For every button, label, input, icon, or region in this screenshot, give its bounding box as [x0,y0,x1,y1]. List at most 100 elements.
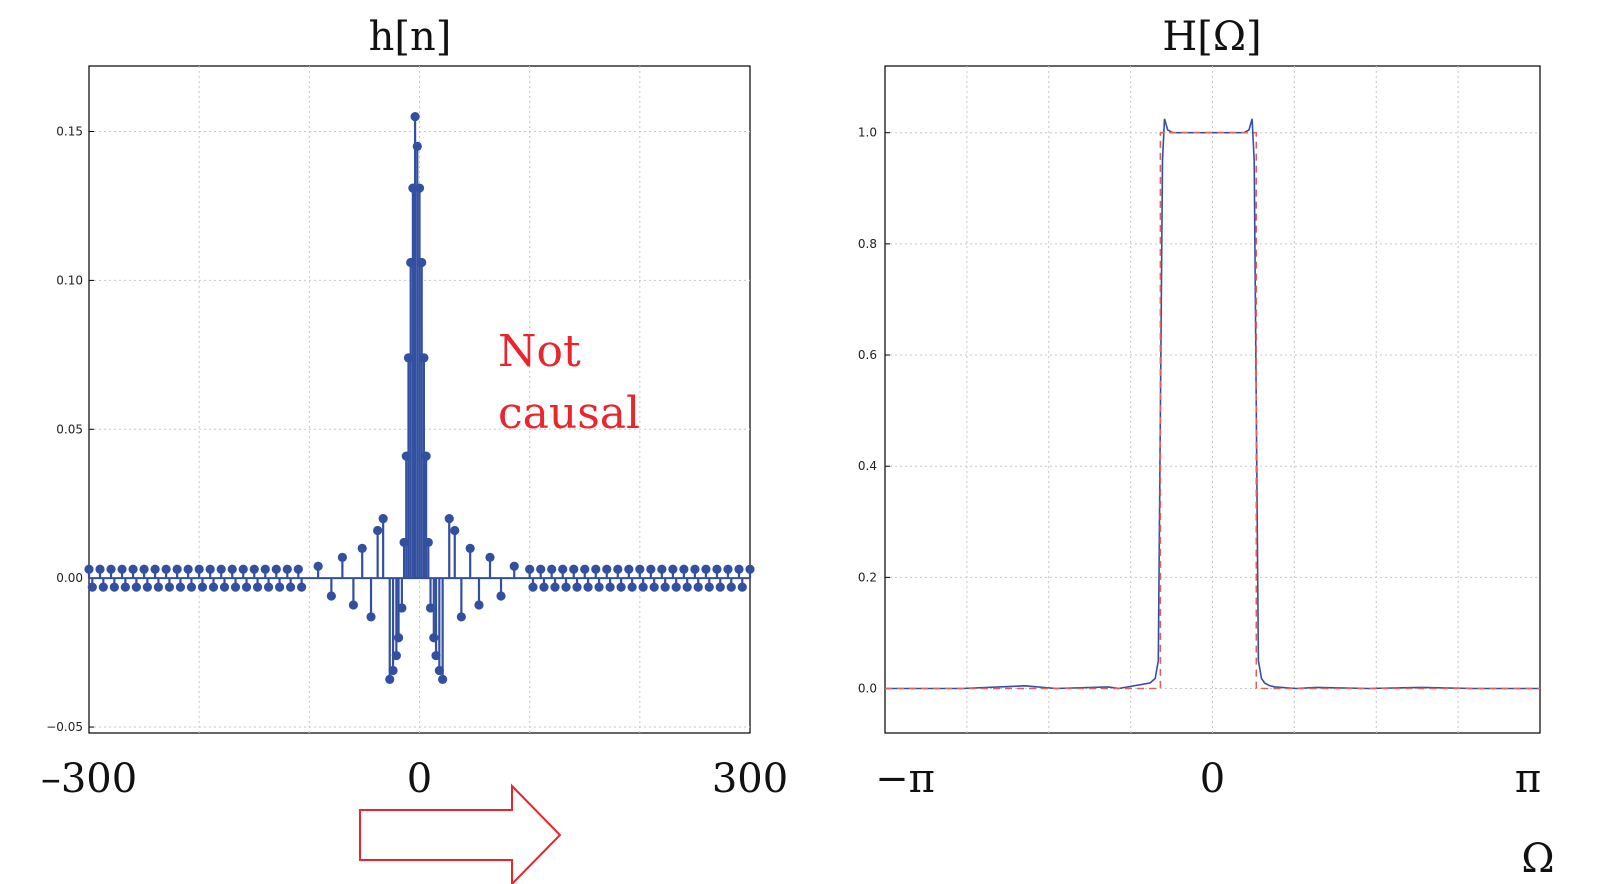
stem-marker-75 [286,582,296,592]
stem-marker-32 [337,552,347,562]
left-y-ticks: 0.15 0.10 0.05 0.00 −0.05 [46,125,94,734]
stem-marker-67 [241,582,252,592]
stem-marker-114 [723,564,733,574]
stem-marker-44 [117,564,127,574]
stem-marker-101 [649,582,659,592]
stem-marker-26 [366,612,376,622]
stem-marker-7 [419,353,429,363]
stem-marker-0 [410,112,420,122]
stem-marker-69 [252,582,263,592]
stem-marker-51 [153,582,164,592]
left-chart-title: h[n] [369,14,452,60]
stem-marker-31 [474,600,484,610]
right-chart-title: H[Ω] [1162,14,1261,60]
stem-marker-20 [385,674,395,685]
stem-marker-94 [613,564,623,574]
stem-marker-5 [417,257,427,268]
stem-marker-21 [438,674,448,685]
stem-marker-112 [712,564,722,574]
stem-marker-45 [120,582,130,592]
stem-marker-107 [682,582,692,592]
stem-marker-6 [403,353,414,363]
frequency-response-chart: H[Ω] 1.0 0.8 0.6 0.4 0.2 0.0 −π 0 π Ω [858,14,1555,882]
stem-marker-97 [627,582,637,592]
stem-marker-68 [249,564,259,574]
annotation-line-1: Not [498,326,581,377]
impulse-stems [84,112,755,685]
left-y-tick-label-1: 0.10 [56,273,83,287]
stem-marker-29 [465,543,475,553]
stem-marker-24 [373,525,383,536]
stem-marker-90 [591,564,601,574]
stem-marker-4 [406,257,416,268]
stem-marker-106 [679,564,689,574]
stem-marker-34 [326,591,336,601]
stem-marker-102 [657,564,667,574]
stem-marker-74 [282,564,292,574]
stem-marker-100 [646,564,656,574]
stem-marker-96 [624,564,634,574]
left-x-tick-label-2: 300 [712,756,788,802]
stem-marker-28 [357,543,367,553]
right-x-ticks: −π 0 π [875,756,1541,802]
stem-marker-91 [594,582,604,592]
stem-marker-52 [161,564,171,574]
left-x-tick-label-1: 0 [407,756,432,802]
stem-marker-53 [164,582,175,592]
stem-marker-73 [274,582,285,592]
stem-marker-87 [572,582,582,592]
stem-marker-104 [668,564,678,574]
stem-marker-33 [485,552,495,562]
stem-marker-80 [536,564,546,574]
stem-marker-86 [569,564,579,574]
stem-marker-55 [175,582,186,592]
stem-marker-62 [216,564,226,574]
stem-marker-61 [208,582,219,592]
stem-marker-57 [186,582,197,592]
stem-marker-71 [263,582,274,592]
stem-marker-38 [84,564,94,574]
stem-marker-79 [528,582,538,592]
right-y-tick-label-0: 1.0 [858,126,877,140]
stem-marker-23 [444,514,454,524]
stem-marker-58 [194,564,204,574]
stem-marker-111 [704,582,714,592]
stem-marker-49 [142,582,152,592]
right-y-tick-label-5: 0.0 [858,682,877,696]
right-y-tick-label-3: 0.4 [858,459,877,473]
stem-marker-89 [583,582,593,592]
right-grid [885,66,1540,733]
stem-marker-10 [399,537,409,548]
stem-marker-70 [260,564,270,574]
stem-marker-81 [539,582,549,592]
stem-marker-60 [205,564,215,574]
left-x-ticks: –300 0 300 [41,756,788,802]
right-x-tick-label-1: 0 [1200,756,1225,802]
stem-marker-83 [550,582,560,592]
stem-marker-72 [271,564,281,574]
right-y-tick-label-1: 0.8 [858,237,877,251]
stem-marker-9 [421,451,431,461]
left-y-tick-label-4: −0.05 [46,720,83,734]
stem-marker-3 [414,183,425,193]
stem-marker-84 [558,564,568,574]
right-y-ticks: 1.0 0.8 0.6 0.4 0.2 0.0 [858,126,890,696]
left-y-tick-label-0: 0.15 [56,125,83,139]
stem-marker-113 [715,582,725,592]
stem-marker-22 [378,514,388,524]
stem-marker-82 [547,564,557,574]
stem-marker-39 [87,582,97,592]
stem-marker-54 [172,564,182,574]
response-lines [885,118,1540,690]
stem-marker-98 [635,564,645,574]
stem-marker-11 [423,537,433,548]
stem-marker-78 [525,564,535,574]
stem-marker-46 [128,564,138,574]
left-y-tick-label-2: 0.05 [56,422,83,436]
stem-marker-47 [131,582,141,592]
stem-marker-48 [139,564,149,574]
stem-marker-118 [745,564,755,574]
right-x-tick-label-0: −π [875,756,935,802]
stem-marker-41 [98,582,108,592]
stem-marker-64 [227,564,237,574]
